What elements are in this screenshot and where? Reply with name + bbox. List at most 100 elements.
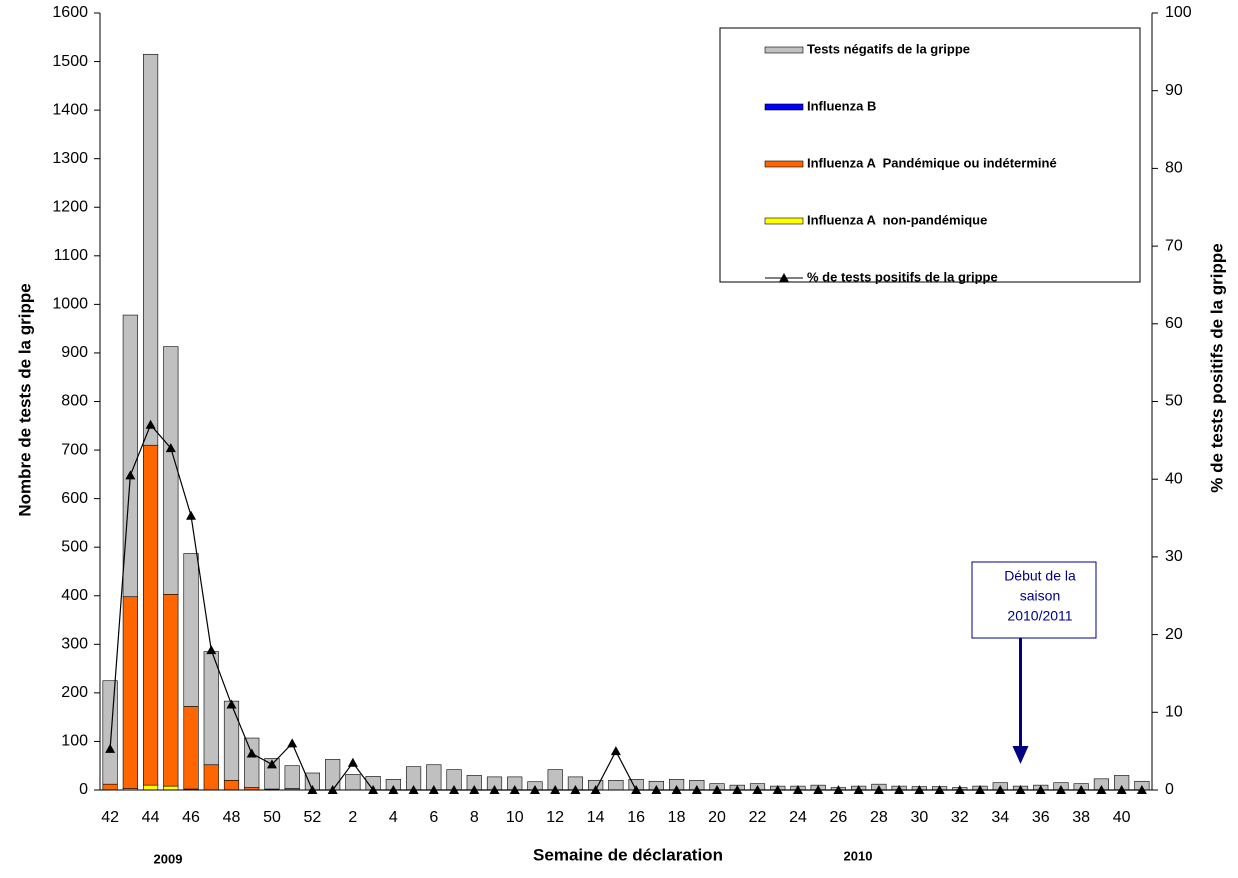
y-tick-label: 600	[61, 490, 88, 507]
y-axis-title: Nombre de tests de la grippe	[15, 283, 34, 516]
y-tick-label: 1600	[52, 4, 88, 21]
legend-label: % de tests positifs de la grippe	[807, 269, 998, 284]
y-tick-label: 1100	[54, 247, 89, 264]
x-tick-label: 6	[429, 809, 438, 826]
x-tick-label: 36	[1032, 809, 1050, 826]
marker	[266, 759, 277, 769]
bar	[163, 346, 179, 595]
bar	[345, 774, 361, 791]
bar	[122, 596, 138, 789]
bar	[142, 53, 159, 446]
year-label: 2009	[154, 851, 183, 866]
annotation-box	[971, 561, 1097, 639]
y2-tick-label: 80	[1165, 160, 1183, 177]
annotation-text: saison	[1020, 588, 1060, 604]
x-tick-label: 32	[951, 809, 969, 826]
annotation-arrowhead	[1012, 746, 1029, 764]
bar	[203, 651, 219, 766]
bar	[163, 785, 179, 791]
x-tick-label: 16	[627, 809, 645, 826]
y-tick-label: 1200	[52, 198, 88, 215]
y2-tick-label: 100	[1165, 4, 1192, 21]
y-tick-label: 0	[79, 781, 88, 798]
annotation-text: Début de la	[1004, 568, 1076, 584]
marker	[610, 746, 621, 756]
marker	[347, 757, 358, 767]
bar	[223, 700, 240, 781]
y2-tick-label: 50	[1165, 393, 1183, 410]
y-tick-label: 100	[61, 733, 88, 750]
marker	[287, 738, 298, 748]
marker	[246, 748, 257, 758]
marker	[226, 699, 237, 709]
x-tick-label: 44	[142, 809, 160, 826]
legend-label: Tests négatifs de la grippe	[807, 41, 970, 56]
bar	[203, 764, 219, 791]
y2-tick-label: 10	[1165, 704, 1183, 721]
legend-label: Influenza B	[807, 98, 876, 113]
annotation-text: 2010/2011	[1007, 608, 1072, 624]
x-tick-label: 20	[708, 809, 726, 826]
x-tick-label: 18	[668, 809, 686, 826]
y-tick-label: 400	[61, 587, 88, 604]
y2-tick-label: 70	[1165, 237, 1183, 254]
legend-swatch	[764, 103, 804, 111]
x-tick-label: 52	[304, 809, 322, 826]
x-tick-label: 34	[991, 809, 1009, 826]
x-tick-label: 14	[587, 809, 605, 826]
y2-tick-label: 60	[1165, 315, 1183, 332]
bar	[183, 553, 199, 707]
y-tick-label: 700	[61, 441, 88, 458]
legend-swatch	[764, 46, 804, 54]
legend-box	[719, 27, 1141, 283]
x-tick-label: 4	[389, 809, 398, 826]
y-tick-label: 1400	[52, 101, 88, 118]
y2-axis-title: % de tests positifs de la grippe	[1207, 243, 1226, 492]
marker	[105, 743, 116, 753]
marker	[145, 419, 156, 429]
x-tick-label: 48	[223, 809, 241, 826]
x-tick-label: 24	[789, 809, 807, 826]
y2-tick-label: 0	[1165, 781, 1174, 798]
bar	[183, 706, 199, 790]
bar	[102, 680, 118, 785]
marker	[186, 510, 197, 520]
x-tick-label: 12	[546, 809, 564, 826]
bar	[608, 779, 624, 791]
y-tick-label: 1300	[52, 150, 88, 167]
x-axis-title: Semaine de déclaration	[533, 845, 723, 864]
legend-marker	[779, 273, 789, 282]
x-tick-label: 40	[1113, 809, 1131, 826]
x-tick-label: 2	[348, 809, 357, 826]
x-tick-label: 42	[101, 809, 119, 826]
y2-tick-label: 90	[1165, 82, 1183, 99]
x-tick-label: 28	[870, 809, 888, 826]
bar	[142, 784, 159, 791]
bar	[284, 765, 300, 789]
y2-tick-label: 30	[1165, 548, 1183, 565]
y-tick-label: 800	[61, 393, 88, 410]
marker	[125, 470, 136, 480]
y-tick-label: 900	[61, 344, 88, 361]
legend-label: Influenza A Pandémique ou indéterminé	[807, 155, 1057, 170]
legend-label: Influenza A non-pandémique	[807, 212, 987, 227]
x-tick-label: 8	[470, 809, 479, 826]
bar	[163, 593, 179, 787]
bar	[102, 783, 118, 791]
marker	[206, 645, 217, 655]
y-tick-label: 200	[61, 684, 88, 701]
x-tick-label: 46	[182, 809, 200, 826]
bar	[244, 737, 260, 788]
y2-tick-label: 20	[1165, 626, 1183, 643]
bar	[142, 444, 159, 786]
legend-swatch	[764, 160, 804, 168]
x-tick-label: 38	[1072, 809, 1090, 826]
y-tick-label: 500	[61, 538, 88, 555]
x-tick-label: 50	[263, 809, 281, 826]
year-label: 2010	[844, 848, 873, 863]
y2-tick-label: 40	[1165, 470, 1183, 487]
y-tick-label: 1500	[52, 53, 88, 70]
x-tick-label: 10	[506, 809, 524, 826]
x-tick-label: 22	[749, 809, 767, 826]
